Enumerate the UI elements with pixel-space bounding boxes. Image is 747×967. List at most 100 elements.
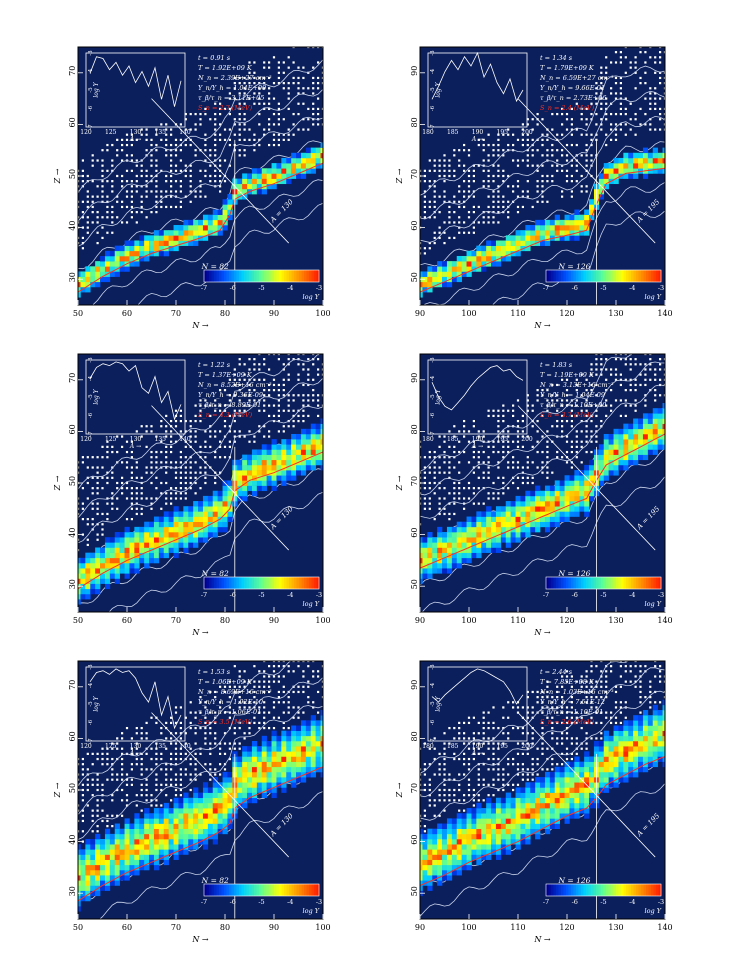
colorbar-segment: [306, 884, 310, 896]
stable-nucleus-dot: [570, 164, 573, 167]
stable-nucleus-dot: [111, 185, 114, 188]
abundance-cell: [104, 578, 111, 584]
stable-nucleus-dot: [125, 783, 129, 786]
abundance-cell: [491, 542, 497, 548]
abundance-cell: [80, 276, 86, 283]
stable-nucleus-dot: [624, 71, 627, 74]
colorbar-segment: [593, 270, 597, 282]
stable-nucleus-dot: [116, 195, 119, 198]
abundance-cell: [90, 854, 96, 860]
abundance-cell: [178, 526, 184, 533]
stable-nucleus-dot: [189, 788, 192, 792]
abundance-cell: [486, 532, 492, 538]
annotation-line: t = 1.53 s: [198, 668, 231, 676]
stable-nucleus-dot: [184, 128, 187, 131]
abundance-cell: [420, 542, 423, 548]
abundance-cell: [153, 859, 160, 866]
contour-line: [420, 384, 665, 519]
abundance-cell: [78, 885, 81, 891]
stable-nucleus-dot: [273, 650, 275, 652]
abundance-cell: [564, 475, 570, 481]
inset-xlabel: A →: [129, 750, 141, 757]
stable-nucleus-dot: [482, 435, 485, 438]
colorbar-tick: -4: [629, 284, 635, 292]
stable-nucleus-dot: [233, 383, 236, 387]
x-tick-label: 130: [608, 309, 623, 318]
abundance-cell: [305, 157, 312, 164]
stable-nucleus-dot: [590, 430, 593, 433]
abundance-cell: [613, 464, 619, 471]
stable-nucleus-dot: [174, 752, 178, 755]
y-tick-label: 60: [410, 221, 419, 231]
colorbar-segment: [259, 577, 262, 589]
abundance-cell: [554, 501, 560, 507]
abundance-cell: [178, 797, 184, 804]
inset-frame: [85, 359, 186, 435]
stable-nucleus-dot: [155, 721, 158, 725]
abundance-cell: [158, 854, 165, 860]
stable-nucleus-dot: [521, 138, 524, 141]
stable-nucleus-dot: [458, 221, 461, 224]
colorbar-segment: [571, 270, 574, 282]
annotation-line: Y_n/Y_h = 9.66E-01: [540, 84, 605, 92]
abundance-cell: [554, 219, 560, 226]
abundance-cell: [296, 771, 302, 778]
stable-nucleus-dot: [302, 690, 305, 694]
stable-nucleus-dot: [531, 154, 534, 157]
abundance-cell: [178, 823, 184, 829]
abundance-cell: [305, 428, 312, 435]
stable-nucleus-dot: [619, 76, 622, 80]
abundance-cell: [247, 459, 253, 466]
stable-nucleus-dot: [268, 430, 271, 433]
stable-nucleus-dot: [321, 123, 323, 126]
abundance-cell: [198, 532, 204, 538]
stable-nucleus-dot: [619, 128, 622, 131]
stable-nucleus-dot: [448, 221, 451, 224]
abundance-cell: [623, 168, 629, 174]
abundance-cell: [281, 173, 287, 179]
abundance-cell: [222, 813, 228, 819]
abundance-cell: [310, 464, 316, 471]
abundance-cell: [217, 813, 223, 819]
stable-nucleus-dot: [155, 159, 158, 162]
abundance-cell: [510, 526, 516, 533]
abundance-cell: [481, 255, 487, 262]
stable-nucleus-dot: [307, 394, 310, 397]
stable-nucleus-dot: [135, 726, 138, 730]
stable-nucleus-dot: [649, 123, 652, 126]
stable-nucleus-dot: [174, 154, 178, 157]
inset-line: [89, 668, 182, 730]
abundance-cell: [242, 475, 248, 481]
abundance-cell: [628, 444, 634, 450]
stable-nucleus-dot: [307, 685, 310, 688]
abundance-cell: [193, 823, 199, 829]
colorbar-segment: [601, 577, 604, 589]
abundance-cell: [603, 168, 609, 174]
stable-nucleus-dot: [438, 512, 441, 516]
abundance-cell: [251, 787, 258, 793]
abundance-cell: [515, 245, 521, 252]
abundance-cell: [305, 449, 312, 455]
inset-xlabel: A →: [471, 136, 483, 143]
stable-nucleus-dot: [209, 154, 212, 157]
stable-nucleus-dot: [263, 378, 266, 381]
colorbar-segment: [653, 577, 657, 589]
abundance-cell: [119, 562, 125, 569]
abundance-cell: [603, 459, 609, 466]
stable-nucleus-dot: [223, 456, 227, 459]
stable-nucleus-dot: [600, 118, 603, 121]
contour-line: [420, 354, 632, 472]
colorbar-segment: [578, 577, 582, 589]
stable-nucleus-dot: [492, 154, 495, 157]
data-layer: [78, 47, 323, 305]
abundance-cell: [256, 188, 263, 195]
stable-nucleus-dot: [170, 128, 173, 131]
stable-nucleus-dot: [595, 414, 598, 418]
stable-nucleus-dot: [282, 118, 285, 121]
stable-nucleus-dot: [595, 97, 598, 100]
abundance-cell: [608, 433, 614, 440]
stable-nucleus-dot: [516, 435, 520, 438]
abundance-cell: [237, 761, 243, 768]
stable-nucleus-dot: [458, 185, 461, 188]
x-tick-label: 90: [415, 309, 425, 318]
